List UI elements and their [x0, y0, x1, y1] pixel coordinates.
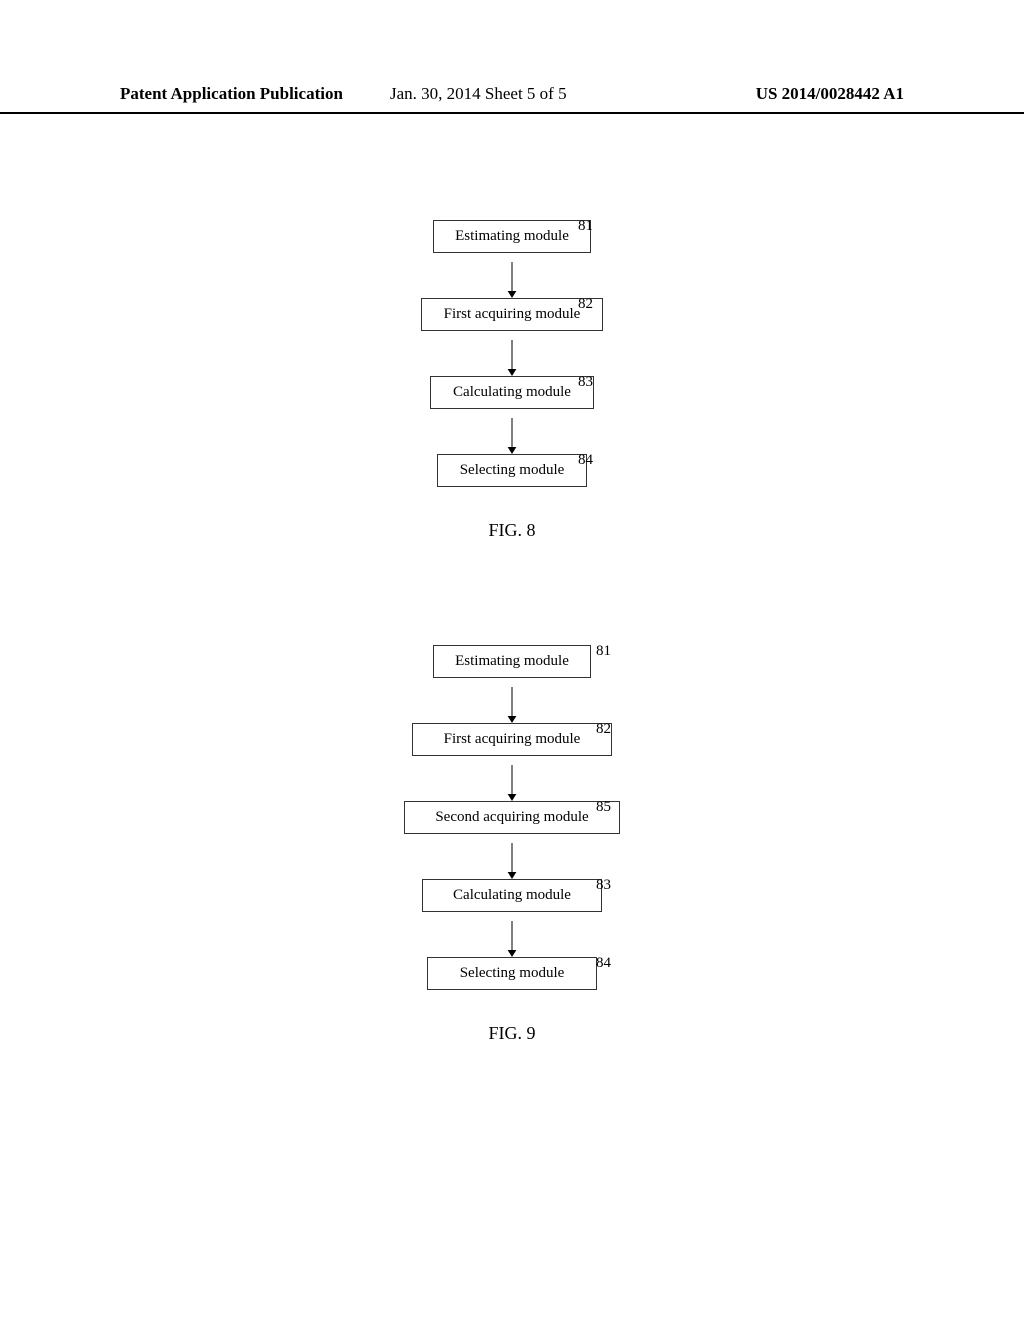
flowchart-fig9: Estimating module 81 First acquiring modul… [332, 645, 692, 999]
flowchart-node: First acquiring module82 [332, 298, 692, 340]
module-box: Calculating module [430, 376, 594, 409]
reference-numeral: 83 [596, 877, 611, 894]
flowchart-node: Selecting module84 [332, 454, 692, 496]
reference-numeral: 83 [578, 374, 593, 391]
module-box: Estimating module [433, 220, 591, 253]
figure-8: Estimating module81 First acquiring modul… [332, 220, 692, 541]
flow-arrow [332, 843, 692, 879]
reference-numeral: 85 [596, 799, 611, 816]
flowchart-node: Estimating module 81 [332, 645, 692, 687]
module-box: First acquiring module [421, 298, 603, 331]
figure-9-caption: FIG. 9 [332, 1023, 692, 1044]
module-box: Selecting module [437, 454, 587, 487]
flow-arrow [332, 418, 692, 454]
module-box: Estimating module [433, 645, 591, 678]
module-box: Selecting module [427, 957, 597, 990]
flow-arrow [332, 262, 692, 298]
flow-arrow [332, 687, 692, 723]
header-publication: Patent Application Publication [120, 84, 343, 104]
reference-numeral: 82 [596, 721, 611, 738]
header-date-sheet: Jan. 30, 2014 Sheet 5 of 5 [390, 84, 567, 104]
module-box: First acquiring module [412, 723, 612, 756]
figure-8-caption: FIG. 8 [332, 520, 692, 541]
reference-numeral: 82 [578, 296, 593, 313]
flowchart-node: First acquiring module82 [332, 723, 692, 765]
flow-arrow [332, 340, 692, 376]
module-box: Second acquiring module [404, 801, 620, 834]
flowchart-node: Selecting module84 [332, 957, 692, 999]
module-box: Calculating module [422, 879, 602, 912]
flowchart-node: Estimating module81 [332, 220, 692, 262]
reference-numeral: 84 [578, 452, 593, 469]
page-header: Patent Application Publication Jan. 30, … [0, 84, 1024, 114]
header-patent-number: US 2014/0028442 A1 [756, 84, 904, 104]
figure-9: Estimating module 81 First acquiring modul… [332, 645, 692, 1044]
flowchart-fig8: Estimating module81 First acquiring modul… [332, 220, 692, 496]
reference-numeral: 84 [596, 955, 611, 972]
flowchart-node: Calculating module83 [332, 376, 692, 418]
flow-arrow [332, 921, 692, 957]
flowchart-node: Second acquiring module85 [332, 801, 692, 843]
reference-numeral: 81 [578, 218, 593, 235]
reference-numeral: 81 [596, 643, 611, 660]
flow-arrow [332, 765, 692, 801]
flowchart-node: Calculating module83 [332, 879, 692, 921]
